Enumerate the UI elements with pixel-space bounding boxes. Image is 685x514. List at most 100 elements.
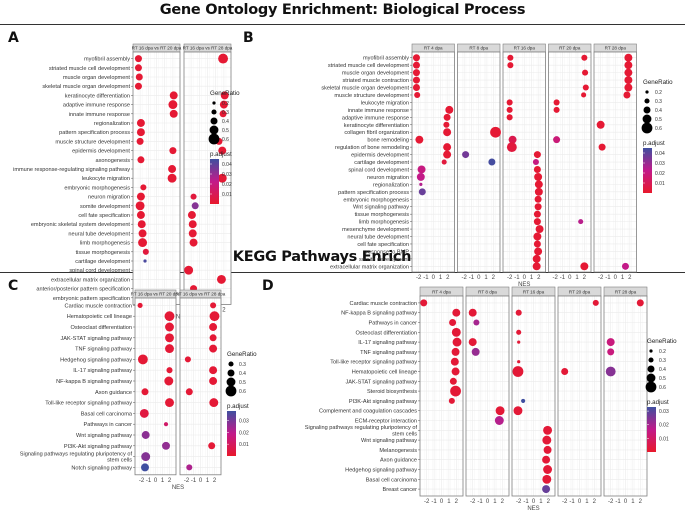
data-point xyxy=(443,128,452,137)
legend-size-title: GeneRatio xyxy=(227,351,257,358)
x-tick-label: -1 xyxy=(569,499,575,505)
data-point xyxy=(443,113,451,121)
facet-d-4: RT 28 dpa -2 -1 0 1 2 xyxy=(603,286,648,505)
data-point xyxy=(141,452,151,462)
y-term-label: limb morphogenesis xyxy=(80,241,130,247)
data-point xyxy=(443,121,450,128)
y-term-label: striated muscle cell development xyxy=(49,66,131,72)
x-tick-label: 2 xyxy=(628,275,632,281)
y-term-label: NF-kappa B signaling pathway xyxy=(341,311,417,317)
y-term-label: spinal cord development xyxy=(69,268,130,274)
legend-color-label: 0.04 xyxy=(222,162,232,168)
x-tick-label: 2 xyxy=(213,478,217,484)
y-term-label: leukocyte migration xyxy=(82,176,130,182)
legend-size-label: 0.3 xyxy=(222,110,229,116)
x-tick-label: 0 xyxy=(199,478,203,484)
legend-color-label: 0.02 xyxy=(239,430,249,436)
data-point xyxy=(134,64,142,72)
y-term-label: somite development xyxy=(80,204,131,210)
legend-size-label: 0.2 xyxy=(659,349,666,355)
data-point xyxy=(508,135,517,144)
data-point xyxy=(507,54,514,61)
y-term-label: adaptive immune response xyxy=(63,103,130,109)
x-tick-label: 1 xyxy=(447,499,451,505)
data-point xyxy=(533,240,541,248)
x-tick-label: 2 xyxy=(501,499,505,505)
legend-color-label: 0.04 xyxy=(655,151,665,157)
y-term-label: neuron migration xyxy=(367,175,409,181)
x-tick-label: -2 xyxy=(507,275,513,281)
data-point xyxy=(414,91,421,98)
data-point xyxy=(415,135,424,144)
x-tick-label: -1 xyxy=(469,275,475,281)
facet-border xyxy=(419,295,464,497)
x-tick-label: 0 xyxy=(624,499,628,505)
x-tick-label: 0 xyxy=(532,499,536,505)
x-axis-label: NES xyxy=(172,485,184,491)
data-point xyxy=(598,143,606,151)
y-term-label: extracellular matrix organization xyxy=(51,277,130,283)
legend-size-label: 0.3 xyxy=(659,358,666,364)
data-point xyxy=(533,218,541,226)
y-term-label: Hedgehog signaling pathway xyxy=(345,468,417,474)
y-term-label: neural tube development xyxy=(347,235,409,241)
x-axis-label: NES xyxy=(518,282,530,288)
legend-size-dot xyxy=(226,377,236,387)
data-point xyxy=(582,69,589,76)
facet-c-1: RT 16 dpa vs RT 28 dpa-2 -1 0 1 2 xyxy=(176,289,226,484)
x-tick-label: 2 xyxy=(446,275,450,281)
y-term-label: muscle structure development xyxy=(334,93,409,99)
data-point xyxy=(186,464,193,471)
legend-size-label: 0.6 xyxy=(659,385,666,391)
legend-colorbar xyxy=(647,407,656,452)
data-point xyxy=(420,299,428,307)
facet-d-2: RT 16 dpa -2 -1 0 1 2 xyxy=(511,286,556,505)
y-term-label: neural tube development xyxy=(68,231,130,237)
legend-size-title: GeneRatio xyxy=(647,338,677,345)
x-tick-label: 1 xyxy=(621,275,625,281)
y-term-label: stem cells xyxy=(392,431,417,437)
y-term-label: axonogenesis xyxy=(95,158,130,164)
x-tick-label: -1 xyxy=(477,499,483,505)
data-point xyxy=(553,106,560,113)
y-term-label: somite development xyxy=(359,257,410,263)
facet-strip-label: RT 16 dpa xyxy=(523,290,545,295)
legend-color-label: 0.03 xyxy=(239,418,249,424)
data-point xyxy=(506,114,513,121)
data-point xyxy=(169,147,177,155)
data-point xyxy=(532,262,541,271)
data-point xyxy=(533,165,541,173)
data-point xyxy=(490,126,501,138)
y-term-label: spinal cord development xyxy=(348,167,409,173)
legend-size-label: 0.3 xyxy=(239,362,246,368)
data-point xyxy=(137,156,145,164)
data-point xyxy=(135,73,143,81)
facet-strip-label: RT 16 dpa xyxy=(514,46,536,51)
x-tick-label: -1 xyxy=(431,499,437,505)
data-point xyxy=(488,158,496,166)
legend-colorbar xyxy=(227,411,236,456)
data-point xyxy=(534,195,542,203)
data-point xyxy=(162,441,170,450)
panel-label-d: D xyxy=(262,278,274,294)
data-point xyxy=(506,106,513,113)
data-point xyxy=(208,442,216,450)
data-point xyxy=(542,485,551,494)
x-tick-label: 1 xyxy=(530,275,534,281)
data-point xyxy=(553,136,561,144)
data-point xyxy=(450,385,461,397)
x-tick-label: -1 xyxy=(191,478,197,484)
y-term-label: keratinocyte differentiation xyxy=(65,93,130,99)
data-point xyxy=(163,422,169,427)
data-point xyxy=(543,445,552,454)
legend-color-label: 0.03 xyxy=(655,161,665,167)
data-point xyxy=(592,299,599,306)
x-tick-label: 2 xyxy=(547,499,551,505)
y-term-label: collagen fibril organization xyxy=(344,130,409,136)
y-term-label: Basal cell carcinoma xyxy=(81,411,133,417)
x-tick-label: 1 xyxy=(575,275,579,281)
y-term-label: Wnt signaling pathway xyxy=(76,433,132,439)
data-point xyxy=(139,408,149,418)
data-point xyxy=(136,211,145,219)
